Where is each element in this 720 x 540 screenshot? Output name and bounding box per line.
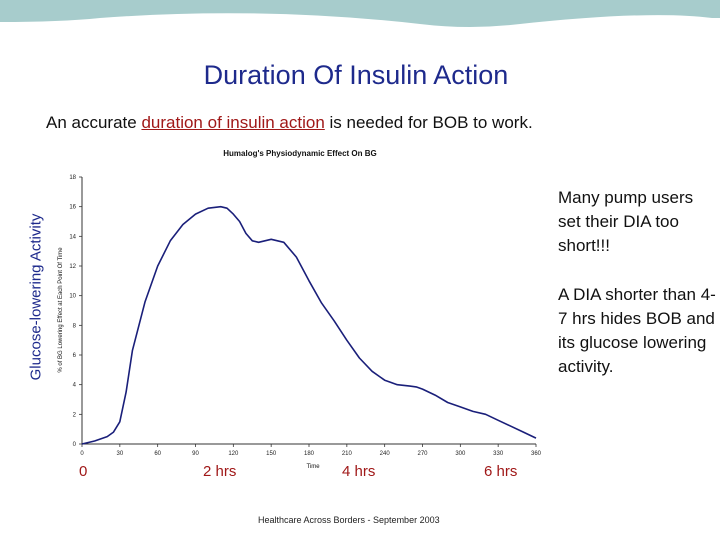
x-tick-label: 0: [80, 451, 84, 457]
y-tick-label: 12: [69, 264, 76, 270]
x-tick-label: 210: [342, 451, 353, 457]
series-line-humalog: [81, 205, 537, 445]
chart-axes: [81, 177, 536, 445]
x-tick-label: 360: [531, 451, 542, 457]
chart-xlabel: Time: [306, 464, 320, 470]
x-tick-label: 60: [154, 451, 161, 457]
x-tick-label: 330: [493, 451, 504, 457]
note-dia-too-short: Many pump users set their DIA too short!…: [558, 188, 694, 255]
x-ticks: 0 30 60 90 120 150 180 210 240 270 300 330 360: [80, 444, 542, 457]
y-tick-label: 4: [73, 383, 77, 389]
y-tick-label: 2: [73, 412, 77, 418]
y-tick-label: 18: [69, 175, 76, 181]
subtitle: An accurate duration of insulin action i…: [46, 113, 533, 133]
subtitle-pre: An accurate: [46, 113, 142, 132]
chart-title: Humalog's Physiodynamic Effect On BG: [223, 149, 377, 158]
subtitle-post: is needed for BOB to work.: [324, 113, 533, 132]
x-tick-label: 30: [116, 451, 123, 457]
x-tick-label: 180: [304, 451, 315, 457]
y-ticks: 0 2 4 6 8 10 12 14 16 18: [69, 175, 82, 448]
chart-ylabel: % of BG Lowering Effect at Each Point Of…: [58, 247, 64, 373]
x-tick-label: 90: [192, 451, 199, 457]
y-tick-label: 8: [73, 323, 77, 329]
y-tick-label: 14: [69, 234, 76, 240]
hour-label-6: 6 hrs: [484, 463, 518, 480]
x-tick-label: 120: [228, 451, 239, 457]
x-tick-label: 270: [417, 451, 428, 457]
note-dia-hides-bob: A DIA shorter than 4-7 hrs hides BOB and…: [558, 285, 716, 376]
x-tick-label: 300: [455, 451, 466, 457]
x-tick-label: 240: [380, 451, 391, 457]
hour-label-0: 0: [79, 463, 88, 480]
subtitle-link[interactable]: duration of insulin action: [141, 113, 325, 132]
x-tick-label: 150: [266, 451, 277, 457]
y-tick-label: 16: [69, 205, 76, 211]
y-tick-label: 6: [73, 353, 77, 359]
top-decorative-band: [0, 0, 720, 27]
y-tick-label: 0: [73, 442, 77, 448]
hour-label-4: 4 hrs: [342, 463, 376, 480]
hour-label-2: 2 hrs: [203, 463, 237, 480]
glucose-activity-label: Glucose-lowering Activity: [27, 213, 45, 381]
footer: Healthcare Across Borders - September 20…: [258, 515, 440, 525]
plot-area: [81, 205, 537, 445]
slide-title: Duration Of Insulin Action: [203, 60, 509, 90]
top-band-shape: [0, 0, 720, 27]
y-tick-label: 10: [69, 294, 76, 300]
